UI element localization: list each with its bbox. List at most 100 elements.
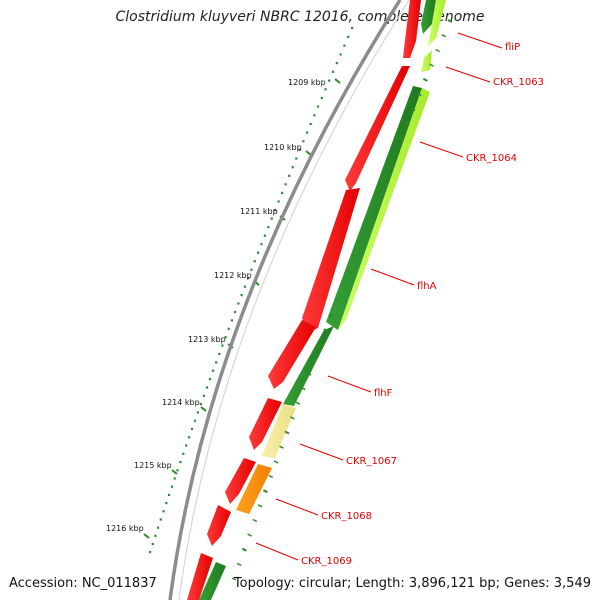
gene-label-flhF[interactable]: flhF xyxy=(374,388,393,399)
scale-dot xyxy=(339,53,342,56)
scale-dot xyxy=(212,369,215,372)
gene-CKR_1064-arrow[interactable] xyxy=(302,188,360,333)
gene-label-CKR_1063[interactable]: CKR_1063 xyxy=(493,77,544,88)
gene-fliP-arrow[interactable] xyxy=(403,0,421,58)
inner-dash xyxy=(317,342,323,347)
inner-dash xyxy=(346,269,351,273)
scale-dot xyxy=(227,327,230,330)
scale-dot xyxy=(237,302,240,305)
inner-dash xyxy=(340,284,346,288)
kbp-tick-label: 1215 kbp xyxy=(134,461,172,470)
scale-dot xyxy=(267,226,270,229)
gene-label-CKR_1069[interactable]: CKR_1069 xyxy=(301,556,352,567)
callout-line-CKR_1067 xyxy=(299,443,344,461)
inner-dash xyxy=(410,107,416,112)
gene-CKR_1068-arrow[interactable] xyxy=(207,505,231,546)
gene-CKR_1064-rev-light[interactable] xyxy=(338,88,430,330)
genome-summary-label: Topology: circular; Length: 3,896,121 bp… xyxy=(233,576,591,591)
callout-line-CKR_1069 xyxy=(255,542,299,561)
gene-fliP-rev-segment-2[interactable] xyxy=(428,0,446,46)
scale-dot xyxy=(343,44,346,47)
gene-CKR_1067-arrow[interactable] xyxy=(225,458,256,504)
scale-dot xyxy=(347,35,350,38)
scale-dot xyxy=(270,217,273,220)
scale-dot xyxy=(250,268,253,271)
scale-dot xyxy=(335,62,338,65)
gene-CKR_1067-rev-segment[interactable] xyxy=(262,404,296,458)
callout-line-flhF xyxy=(327,375,372,393)
inner-dash xyxy=(284,430,290,435)
accession-label: Accession: NC_011837 xyxy=(9,576,157,591)
inner-dash xyxy=(392,151,398,156)
scale-dot xyxy=(306,131,309,134)
scale-dot xyxy=(351,27,354,30)
scale-dot xyxy=(302,140,305,143)
kbp-tick-label: 1209 kbp xyxy=(288,78,326,87)
gene-CKR_1064-rev-segment[interactable] xyxy=(326,86,422,330)
gene-CKR_1069-arrow[interactable] xyxy=(187,553,213,600)
gene-label-fliP[interactable]: fliP xyxy=(505,42,520,53)
gene-fliP-rev-segment[interactable] xyxy=(421,0,436,34)
scale-dot xyxy=(257,251,260,254)
scale-dot xyxy=(157,526,160,529)
scale-dot xyxy=(162,510,165,513)
inner-dash xyxy=(404,122,410,126)
scale-dot xyxy=(208,378,212,381)
inner-dash xyxy=(435,48,440,53)
kbp-tick-label: 1212 kbp xyxy=(214,271,252,280)
scale-dot xyxy=(176,469,179,472)
gene-flhA-arrow[interactable] xyxy=(268,320,316,389)
genome-backbone-ring xyxy=(168,0,402,600)
gene-label-flhA[interactable]: flhA xyxy=(417,281,437,292)
kbp-tick-label: 1214 kbp xyxy=(162,398,200,407)
gene-CKR_1068-rev-segment[interactable] xyxy=(236,464,272,514)
kbp-tick-mark xyxy=(171,469,178,475)
scale-dot xyxy=(170,485,173,488)
inner-dash xyxy=(279,445,284,449)
callout-line-flhA xyxy=(370,268,415,286)
inner-dash xyxy=(422,78,428,82)
callout-line-CKR_1068 xyxy=(275,498,319,516)
gene-label-CKR_1068[interactable]: CKR_1068 xyxy=(321,511,372,522)
inner-dash xyxy=(236,562,242,567)
callout-line-CKR_1064 xyxy=(419,141,464,158)
scale-dot xyxy=(159,518,162,521)
inner-dash xyxy=(369,210,374,214)
scale-dot xyxy=(149,551,152,554)
scale-dot xyxy=(199,403,202,406)
scale-dot xyxy=(263,234,266,237)
inner-dash xyxy=(328,313,334,318)
scale-dot xyxy=(182,452,185,455)
gene-label-CKR_1064[interactable]: CKR_1064 xyxy=(466,153,517,164)
scale-dot xyxy=(243,285,246,288)
scale-dot xyxy=(151,542,154,546)
scale-dot xyxy=(328,79,331,82)
gene-CKR_1063-arrow[interactable] xyxy=(345,66,410,191)
scale-dot xyxy=(317,105,320,108)
scale-dot xyxy=(168,493,171,496)
kbp-tick-group: 1209 kbp 1210 kbp 1211 kbp 1212 kbp 1213… xyxy=(106,78,341,539)
inner-dash xyxy=(257,504,263,508)
scale-dot xyxy=(295,157,298,160)
scale-dot xyxy=(320,96,323,100)
scale-dot xyxy=(215,361,218,364)
gene-CKR_1063-rev-segment[interactable] xyxy=(421,50,432,72)
inner-strand-dashes xyxy=(231,19,453,581)
gene-flhF-arrow[interactable] xyxy=(249,398,282,450)
scale-dot xyxy=(165,502,168,505)
inner-dash xyxy=(268,474,274,479)
inner-dash xyxy=(241,547,247,552)
gene-CKR_1069-rev-segment[interactable] xyxy=(199,562,226,600)
inner-dash xyxy=(351,254,357,259)
inner-dash xyxy=(363,225,369,229)
scale-dot xyxy=(324,88,327,91)
gene-flhF-rev-segment[interactable] xyxy=(283,326,334,406)
gene-label-CKR_1067[interactable]: CKR_1067 xyxy=(346,456,397,467)
scale-dot xyxy=(154,534,157,537)
scale-dot xyxy=(313,114,316,117)
scale-dot xyxy=(277,200,280,203)
inner-dash xyxy=(375,195,380,200)
scale-dot xyxy=(224,336,227,339)
scale-dot xyxy=(291,166,294,169)
